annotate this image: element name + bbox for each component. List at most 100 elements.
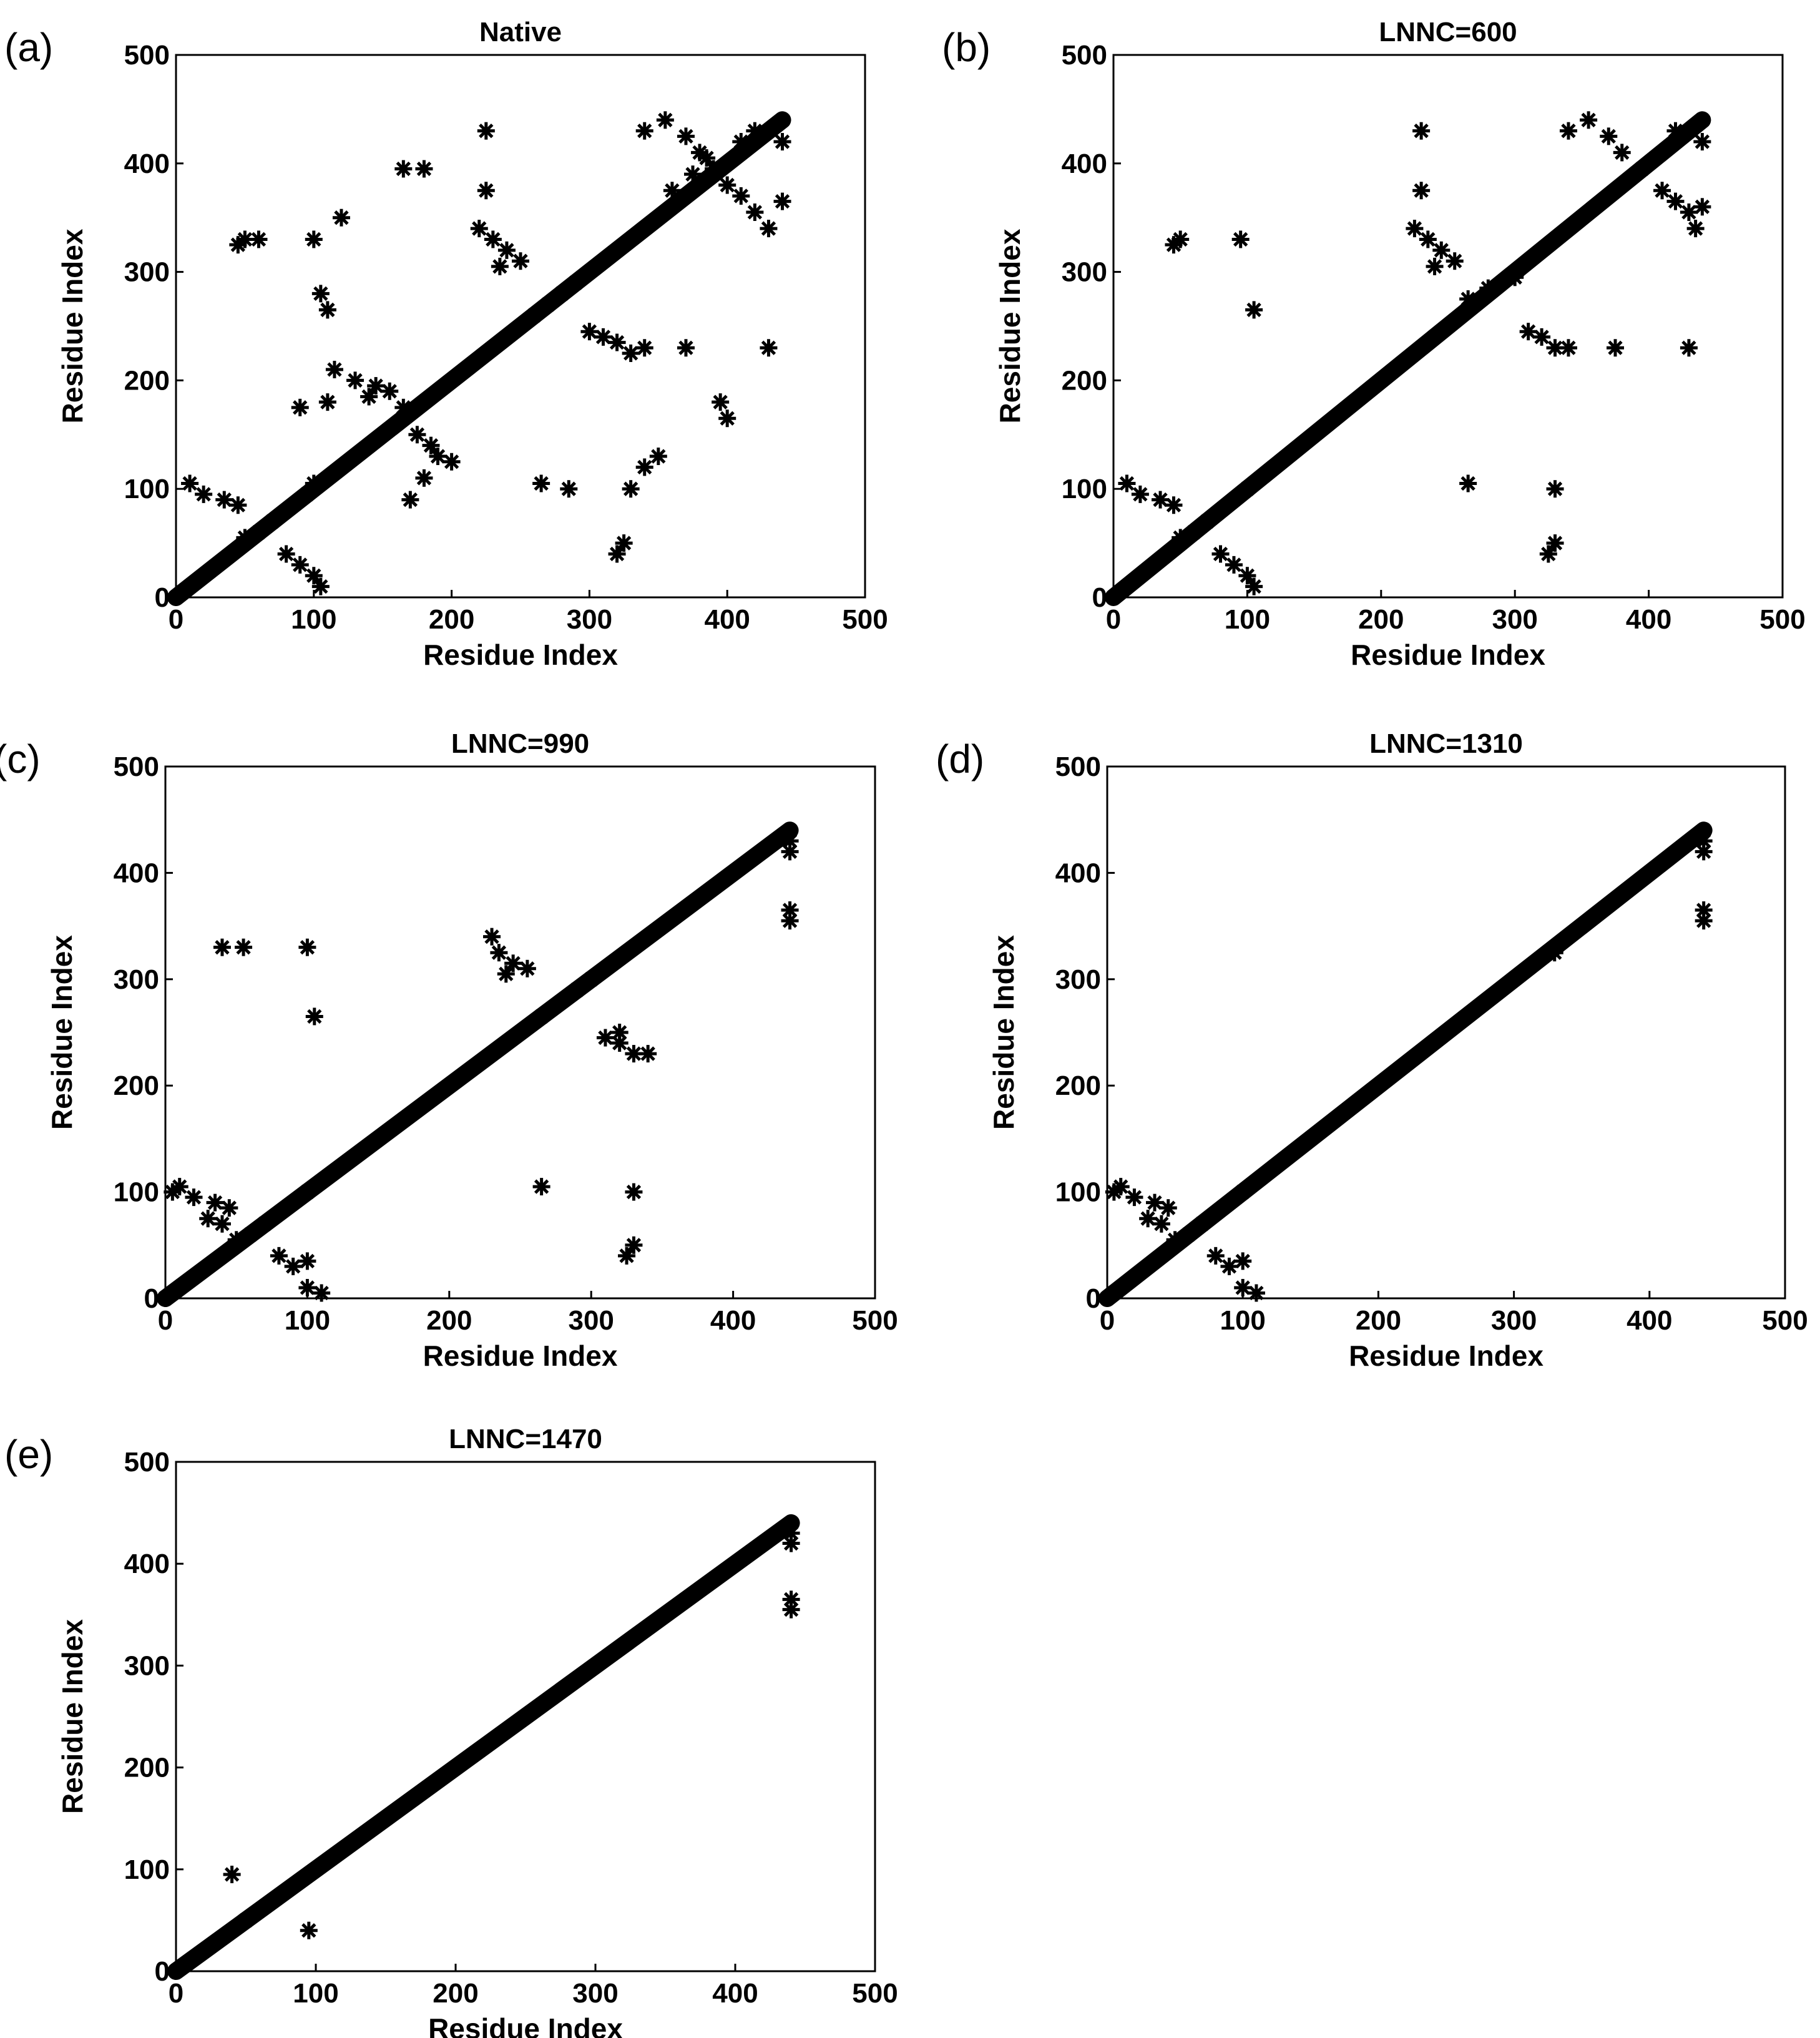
contact-point (608, 333, 626, 351)
contact-point (610, 1034, 629, 1052)
contact-point (1545, 944, 1563, 962)
y-axis-label: Residue Index (56, 228, 89, 423)
contact-point (1185, 523, 1203, 541)
contact-point (639, 1045, 657, 1063)
contact-point (1666, 122, 1685, 140)
contact-point (408, 426, 426, 444)
contact-point (781, 912, 799, 930)
contact-point (256, 1215, 274, 1233)
contact-point (1172, 529, 1190, 547)
y-tick-label: 200 (124, 1753, 170, 1783)
x-tick-label: 0 (169, 1978, 183, 2009)
x-tick-label: 100 (1220, 1305, 1265, 1336)
contact-point (649, 448, 667, 466)
contact-point (532, 1007, 550, 1026)
contact-point (220, 1199, 238, 1217)
contact-point (1159, 1199, 1177, 1217)
contact-point (1559, 122, 1577, 140)
contact-point (1193, 1215, 1211, 1233)
contact-point (298, 485, 316, 503)
x-tick-label: 100 (285, 1305, 330, 1336)
contact-point (656, 111, 674, 129)
contact-point (532, 474, 550, 492)
contact-point (429, 448, 447, 466)
contact-point (1234, 1183, 1252, 1201)
contact-point (1245, 577, 1263, 595)
contact-point (1152, 491, 1170, 509)
contact-point (1139, 1210, 1157, 1228)
contact-point (291, 398, 309, 416)
x-tick-label: 400 (704, 604, 750, 635)
contact-point (1165, 236, 1183, 254)
contact-point (732, 187, 750, 205)
contact-point (298, 938, 316, 956)
contact-point (539, 295, 557, 313)
contact-point (1479, 279, 1497, 297)
contact-point (760, 339, 778, 357)
y-tick-label: 500 (1062, 40, 1107, 71)
contact-point (1519, 323, 1537, 341)
y-axis-label: Residue Index (987, 935, 1020, 1130)
contact-point (594, 328, 612, 346)
contact-point (532, 1178, 550, 1196)
contact-point (635, 122, 653, 140)
contact-point (213, 1215, 231, 1233)
contact-point (311, 577, 330, 595)
y-tick-label: 300 (114, 964, 159, 995)
contact-point (1533, 328, 1551, 346)
contact-point (622, 344, 640, 362)
panel-letter: (b) (942, 25, 991, 70)
contact-point (618, 1247, 636, 1265)
contact-point (298, 1278, 316, 1296)
x-tick-label: 500 (842, 604, 888, 635)
contact-point (1234, 1252, 1252, 1270)
x-tick-label: 200 (1356, 1305, 1401, 1336)
x-tick-label: 400 (710, 1305, 756, 1336)
contact-point (1459, 290, 1477, 308)
contact-point (497, 241, 516, 259)
contact-point (305, 1007, 323, 1026)
contact-point (580, 323, 599, 341)
x-tick-label: 200 (1358, 604, 1404, 635)
chart-title: LNNC=600 (1379, 17, 1517, 47)
contact-point (1653, 182, 1671, 200)
y-tick-label: 100 (1055, 1177, 1101, 1208)
y-tick-label: 300 (124, 257, 170, 288)
contact-point (1680, 339, 1698, 357)
contact-point (263, 512, 281, 531)
contact-point (270, 1247, 288, 1265)
contact-point (477, 122, 495, 140)
x-tick-label: 400 (1626, 604, 1671, 635)
contact-point (483, 928, 501, 946)
y-tick-label: 200 (1055, 1070, 1101, 1101)
contact-point (1446, 252, 1464, 270)
contact-point (746, 203, 764, 222)
contact-point (360, 388, 378, 406)
contact-point (781, 843, 799, 861)
contact-point (518, 959, 536, 977)
panel-letter: (c) (0, 737, 41, 781)
y-tick-label: 0 (144, 1283, 159, 1314)
contact-point (223, 1865, 241, 1883)
y-tick-label: 400 (1062, 149, 1107, 179)
contact-point (1432, 241, 1451, 259)
contact-point (663, 182, 681, 200)
contact-point (712, 393, 730, 411)
contact-point (1118, 474, 1136, 492)
contact-point (470, 220, 488, 238)
contact-point (1506, 268, 1524, 287)
contact-point (732, 133, 750, 151)
contact-point (229, 496, 247, 514)
contact-point (206, 1193, 224, 1212)
y-tick-label: 400 (114, 858, 159, 888)
y-tick-label: 0 (155, 582, 170, 613)
y-tick-label: 300 (1055, 964, 1101, 995)
x-axis-label: Residue Index (423, 1340, 618, 1372)
y-tick-label: 500 (124, 40, 170, 71)
chart-title: LNNC=1310 (1369, 728, 1523, 759)
x-tick-label: 0 (1106, 604, 1121, 635)
contact-point (677, 127, 695, 145)
x-tick-label: 400 (712, 1978, 758, 2009)
contact-point (235, 938, 253, 956)
contact-point (684, 165, 702, 184)
